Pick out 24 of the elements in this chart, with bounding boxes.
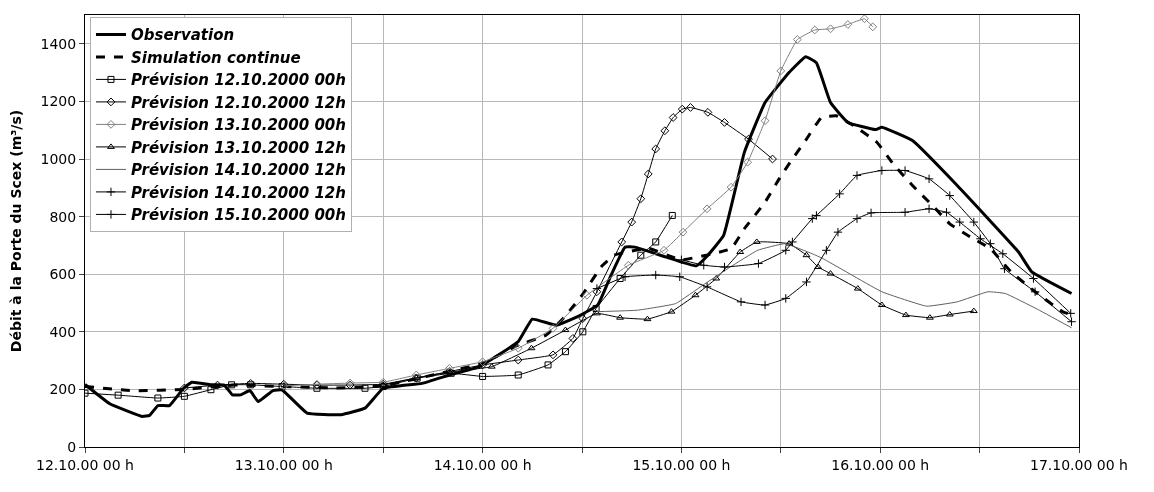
- y-tick-label: 200: [49, 381, 77, 398]
- x-tick-label: 12.10.00 00 h: [36, 456, 134, 473]
- legend-label: Prévision 12.10.2000 00h: [130, 71, 346, 90]
- y-tick-label: 1000: [40, 150, 77, 167]
- y-tick-label: 800: [49, 208, 77, 225]
- legend-label: Prévision 13.10.2000 12h: [130, 138, 346, 157]
- x-tick-label: 13.10.00 00 h: [234, 456, 333, 473]
- legend-label: Simulation continue: [130, 48, 301, 67]
- x-tick-label: 14.10.00 00 h: [433, 456, 532, 473]
- y-tick-label: 400: [49, 323, 77, 340]
- x-tick-label: 17.10.00 00 h: [1030, 456, 1128, 473]
- x-tick-label: 15.10.00 00 h: [632, 456, 731, 473]
- y-tick-label: 600: [49, 266, 77, 283]
- legend-label: Prévision 13.10.2000 00h: [130, 116, 346, 135]
- legend-label: Prévision 14.10.2000 12h: [130, 183, 346, 202]
- y-tick-label: 1200: [40, 93, 77, 110]
- y-tick-label: 0: [67, 438, 77, 455]
- legend-label: Observation: [130, 26, 235, 45]
- legend-label: Prévision 14.10.2000 12h: [130, 161, 346, 180]
- legend-label: Prévision 12.10.2000 12h: [130, 93, 346, 112]
- legend-label: Prévision 15.10.2000 00h: [130, 206, 346, 225]
- y-axis-title: Débit à la Porte du Scex (m³/s): [8, 109, 25, 353]
- x-tick-label: 16.10.00 00 h: [831, 456, 930, 473]
- y-tick-label: 1400: [40, 35, 77, 52]
